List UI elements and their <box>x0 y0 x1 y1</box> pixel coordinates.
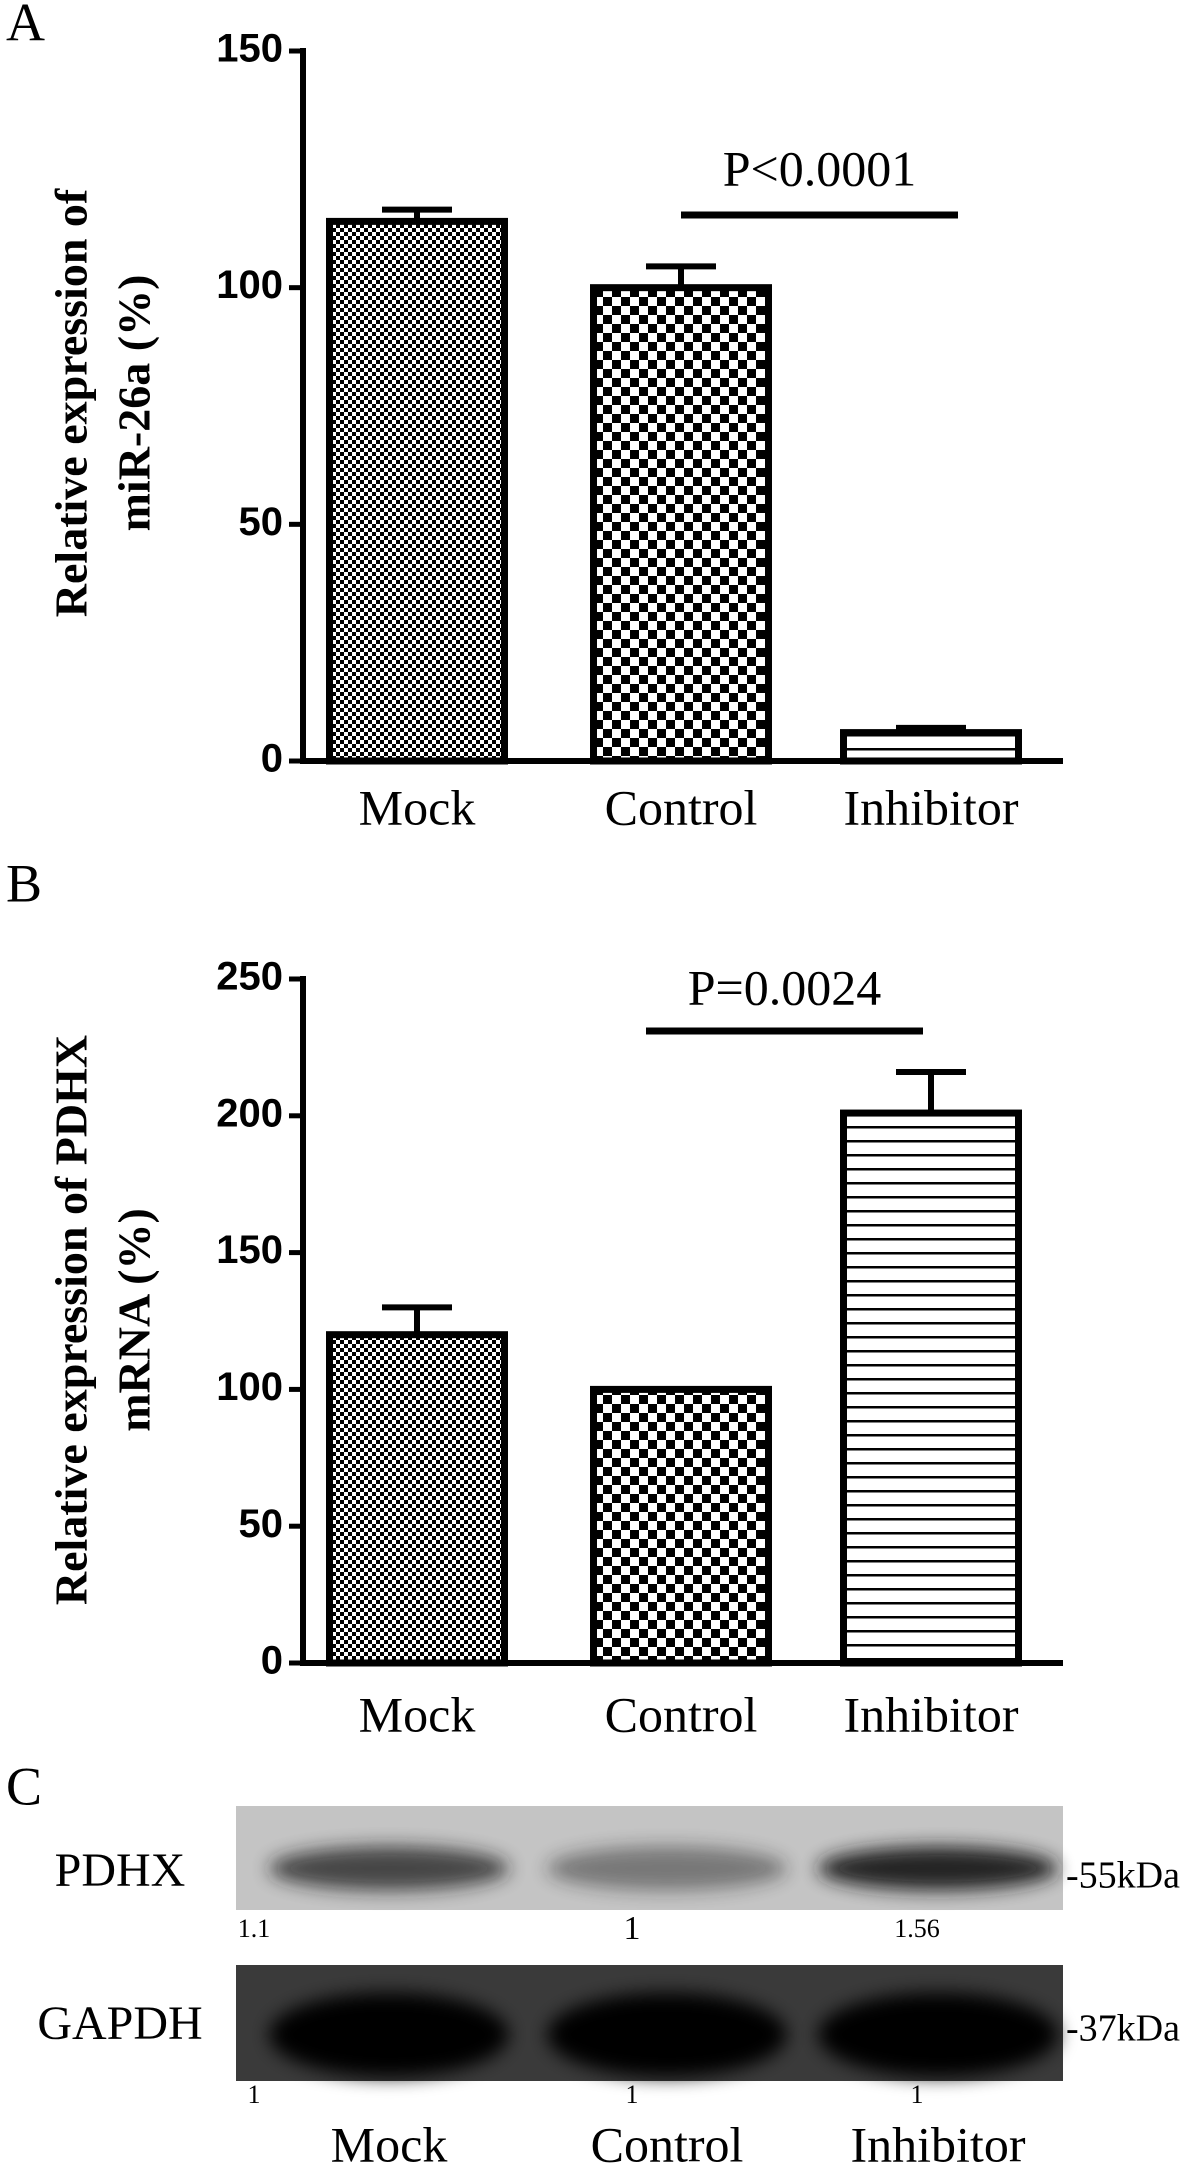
y-tick-label: 100 <box>216 263 283 307</box>
x-tick-label: Control <box>605 1686 758 1742</box>
bar <box>590 1385 772 1667</box>
bar <box>326 217 508 765</box>
bar <box>326 1331 508 1667</box>
x-tick-label: Inhibitor <box>844 1686 1019 1742</box>
blot-quant: 1 <box>626 2080 639 2109</box>
blot-band <box>547 1992 787 2077</box>
y-axis-title: Relative expression of PDHX <box>46 1035 97 1605</box>
y-tick-label: 0 <box>261 737 283 781</box>
panel-label: B <box>6 853 42 913</box>
blot-band <box>818 1846 1058 1891</box>
blot-size-label: -55kDa <box>1066 1855 1180 1897</box>
x-tick-label: Control <box>605 779 758 835</box>
blot-row-label: PDHX <box>55 1844 186 1897</box>
lane-label: Mock <box>331 2116 448 2172</box>
y-tick-label: 200 <box>216 1091 283 1135</box>
bar <box>840 1109 1022 1667</box>
bar <box>840 729 1022 765</box>
bar <box>590 284 772 765</box>
blot-band <box>269 1846 509 1891</box>
blot-band <box>269 1992 509 2077</box>
panel-label: A <box>6 0 45 52</box>
significance-label: P=0.0024 <box>688 959 882 1015</box>
significance-label: P<0.0001 <box>723 140 917 196</box>
x-tick-label: Mock <box>359 1686 476 1742</box>
y-tick-label: 100 <box>216 1365 283 1409</box>
panel-label: C <box>6 1756 42 1816</box>
blot-band <box>818 1992 1058 2077</box>
blot-quant: 1 <box>911 2080 924 2109</box>
blot-band <box>547 1846 787 1891</box>
y-tick-label: 0 <box>261 1639 283 1683</box>
blot-quant: 1.56 <box>894 1914 940 1943</box>
y-axis-title: miR-26a (%) <box>109 275 160 532</box>
y-tick-label: 150 <box>216 27 283 71</box>
blot-quant: 1 <box>248 2080 261 2109</box>
y-axis-title: Relative expression of <box>46 188 97 617</box>
lane-label: Control <box>591 2116 744 2172</box>
x-tick-label: Mock <box>359 779 476 835</box>
y-tick-label: 50 <box>239 1502 284 1546</box>
x-tick-label: Inhibitor <box>844 779 1019 835</box>
y-tick-label: 150 <box>216 1228 283 1272</box>
blot-quant: 1.1 <box>238 1914 271 1943</box>
y-tick-label: 50 <box>239 500 284 544</box>
blot-quant: 1 <box>624 1910 641 1947</box>
lane-label: Inhibitor <box>851 2116 1026 2172</box>
y-tick-label: 250 <box>216 955 283 999</box>
blot-size-label: -37kDa <box>1066 2008 1180 2050</box>
y-axis-title: mRNA (%) <box>109 1208 160 1432</box>
blot-row-label: GAPDH <box>37 1997 202 2050</box>
